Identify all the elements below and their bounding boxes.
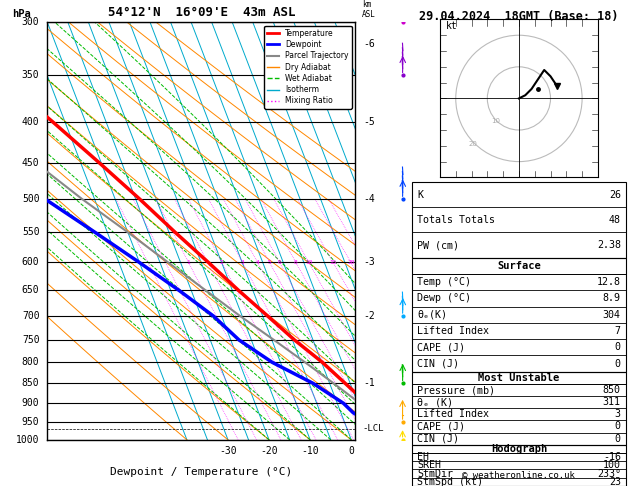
Text: -6: -6 <box>363 39 375 49</box>
Text: 26: 26 <box>609 190 621 200</box>
Text: SREH: SREH <box>417 460 441 470</box>
Text: 12.8: 12.8 <box>597 277 621 287</box>
Text: 8.9: 8.9 <box>603 294 621 303</box>
Text: km
ASL: km ASL <box>362 0 376 19</box>
Text: CAPE (J): CAPE (J) <box>417 342 465 352</box>
Text: θₑ(K): θₑ(K) <box>417 310 447 320</box>
Text: Hodograph: Hodograph <box>491 444 547 454</box>
Text: 304: 304 <box>603 310 621 320</box>
Text: Lifted Index: Lifted Index <box>417 409 489 419</box>
Text: 0: 0 <box>615 421 621 432</box>
Text: © weatheronline.co.uk: © weatheronline.co.uk <box>462 471 576 480</box>
Text: CIN (J): CIN (J) <box>417 434 459 444</box>
Text: 550: 550 <box>22 227 40 237</box>
Text: 233°: 233° <box>597 469 621 479</box>
Legend: Temperature, Dewpoint, Parcel Trajectory, Dry Adiabat, Wet Adiabat, Isotherm, Mi: Temperature, Dewpoint, Parcel Trajectory… <box>264 26 352 108</box>
Text: 8: 8 <box>294 260 298 265</box>
Text: 350: 350 <box>22 70 40 80</box>
Text: -2: -2 <box>363 311 375 321</box>
Text: 850: 850 <box>603 385 621 395</box>
Text: 6: 6 <box>278 260 282 265</box>
Text: θₑ (K): θₑ (K) <box>417 397 453 407</box>
Text: 100: 100 <box>603 460 621 470</box>
Text: 4: 4 <box>255 260 259 265</box>
Text: -4: -4 <box>363 194 375 204</box>
Text: -10: -10 <box>301 446 319 456</box>
Text: K: K <box>417 190 423 200</box>
Text: 5: 5 <box>268 260 272 265</box>
Text: PW (cm): PW (cm) <box>417 240 459 250</box>
Text: 650: 650 <box>22 285 40 295</box>
Text: 0: 0 <box>615 342 621 352</box>
Text: Dewpoint / Temperature (°C): Dewpoint / Temperature (°C) <box>110 467 292 477</box>
Text: EH: EH <box>417 452 429 462</box>
Text: 20: 20 <box>469 141 478 147</box>
Text: 15: 15 <box>330 260 337 265</box>
Text: kt: kt <box>446 21 458 31</box>
Text: 54°12'N  16°09'E  43m ASL: 54°12'N 16°09'E 43m ASL <box>108 6 295 19</box>
Text: 10: 10 <box>305 260 313 265</box>
Text: 23: 23 <box>609 477 621 486</box>
Text: CIN (J): CIN (J) <box>417 359 459 369</box>
Text: 20: 20 <box>347 260 355 265</box>
Text: 10: 10 <box>492 118 501 124</box>
Text: 0: 0 <box>348 446 354 456</box>
Text: 1000: 1000 <box>16 435 40 445</box>
Text: 48: 48 <box>609 215 621 225</box>
Text: 7: 7 <box>615 326 621 336</box>
Text: 850: 850 <box>22 379 40 388</box>
Text: 400: 400 <box>22 117 40 127</box>
Text: 800: 800 <box>22 357 40 367</box>
Text: 750: 750 <box>22 335 40 345</box>
Text: -3: -3 <box>363 258 375 267</box>
Text: StmDir: StmDir <box>417 469 453 479</box>
Text: Pressure (mb): Pressure (mb) <box>417 385 495 395</box>
Text: 2: 2 <box>220 260 224 265</box>
Text: 950: 950 <box>22 417 40 427</box>
Text: -16: -16 <box>603 452 621 462</box>
Text: -30: -30 <box>219 446 237 456</box>
Text: Lifted Index: Lifted Index <box>417 326 489 336</box>
Text: 311: 311 <box>603 397 621 407</box>
Text: Dewp (°C): Dewp (°C) <box>417 294 471 303</box>
Text: 700: 700 <box>22 311 40 321</box>
Text: 0: 0 <box>615 359 621 369</box>
Text: -20: -20 <box>260 446 278 456</box>
Text: CAPE (J): CAPE (J) <box>417 421 465 432</box>
Text: Surface: Surface <box>497 260 541 271</box>
Text: -LCL: -LCL <box>363 424 384 433</box>
Text: 300: 300 <box>22 17 40 27</box>
Text: 1: 1 <box>187 260 191 265</box>
Text: 500: 500 <box>22 194 40 204</box>
Text: 900: 900 <box>22 398 40 408</box>
Text: 3: 3 <box>615 409 621 419</box>
Text: -1: -1 <box>363 379 375 388</box>
Text: 450: 450 <box>22 157 40 168</box>
Text: -5: -5 <box>363 117 375 127</box>
Text: 600: 600 <box>22 258 40 267</box>
Text: StmSpd (kt): StmSpd (kt) <box>417 477 483 486</box>
Text: Temp (°C): Temp (°C) <box>417 277 471 287</box>
Text: Most Unstable: Most Unstable <box>478 373 560 383</box>
Text: Totals Totals: Totals Totals <box>417 215 495 225</box>
Text: 0: 0 <box>615 434 621 444</box>
Text: 3: 3 <box>240 260 244 265</box>
Text: hPa: hPa <box>13 9 31 19</box>
Text: 2.38: 2.38 <box>597 240 621 250</box>
Text: 29.04.2024  18GMT (Base: 18): 29.04.2024 18GMT (Base: 18) <box>419 10 619 23</box>
